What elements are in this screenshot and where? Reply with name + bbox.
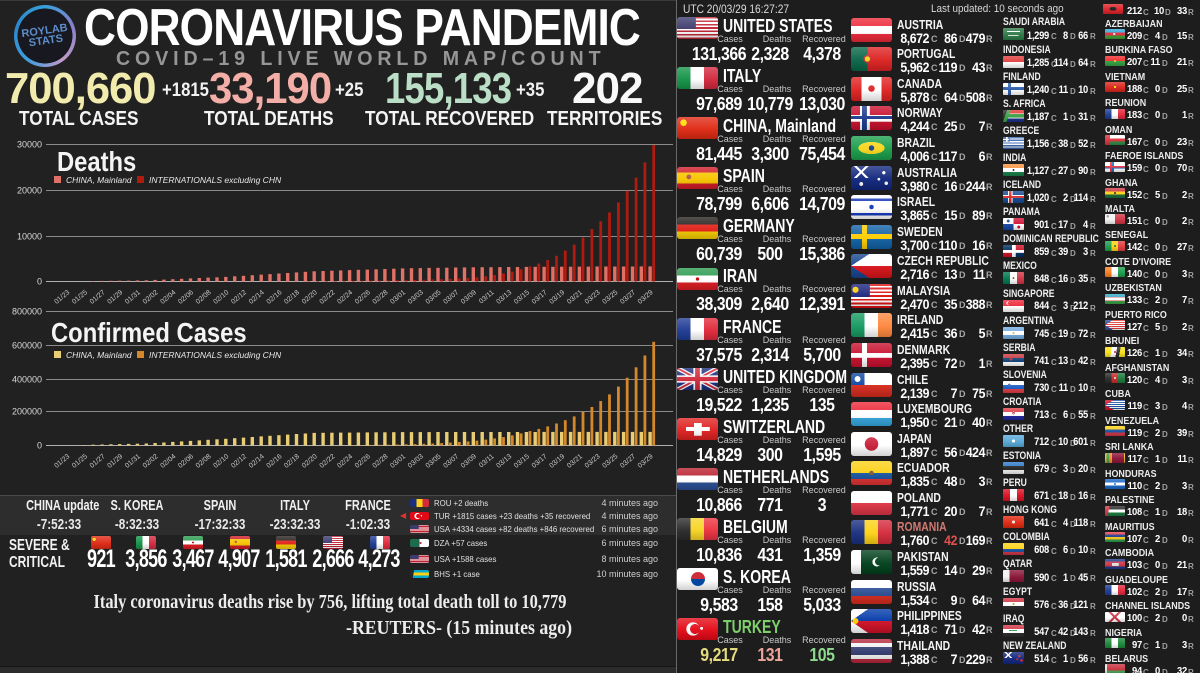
svg-text:03/29: 03/29 [637, 289, 655, 305]
svg-text:03/07: 03/07 [442, 453, 460, 470]
svg-text:02/04: 02/04 [159, 289, 177, 305]
svg-text:03/01: 03/01 [389, 289, 407, 305]
svg-text:02/12: 02/12 [230, 289, 248, 305]
svg-text:02/16: 02/16 [266, 453, 284, 470]
svg-text:02/20: 02/20 [301, 289, 319, 305]
svg-text:02/28: 02/28 [372, 289, 390, 305]
svg-text:03/17: 03/17 [531, 289, 549, 305]
svg-text:03/03: 03/03 [407, 453, 425, 470]
svg-text:02/08: 02/08 [195, 453, 213, 470]
svg-text:02/24: 02/24 [336, 453, 354, 470]
svg-text:02/26: 02/26 [354, 289, 372, 305]
svg-text:03/11: 03/11 [478, 289, 496, 305]
svg-text:03/07: 03/07 [442, 289, 460, 305]
svg-text:01/25: 01/25 [71, 289, 89, 305]
svg-text:02/14: 02/14 [248, 453, 266, 470]
svg-text:02/04: 02/04 [159, 453, 177, 470]
svg-text:02/06: 02/06 [177, 453, 195, 470]
svg-text:200000: 200000 [12, 407, 42, 417]
svg-text:CHINA, Mainland: CHINA, Mainland [66, 175, 132, 185]
svg-text:03/27: 03/27 [619, 453, 637, 470]
svg-text:10000: 10000 [17, 232, 42, 242]
svg-text:03/03: 03/03 [407, 289, 425, 305]
svg-text:02/20: 02/20 [301, 453, 319, 470]
svg-text:02/22: 02/22 [319, 453, 337, 470]
svg-text:03/21: 03/21 [566, 453, 584, 470]
svg-text:03/15: 03/15 [513, 453, 531, 470]
svg-text:0: 0 [37, 441, 42, 451]
svg-text:03/05: 03/05 [425, 289, 443, 305]
svg-text:01/23: 01/23 [53, 453, 71, 470]
svg-text:01/31: 01/31 [124, 289, 142, 305]
svg-text:02/24: 02/24 [336, 289, 354, 305]
svg-text:02/02: 02/02 [142, 289, 160, 305]
svg-text:02/14: 02/14 [248, 289, 266, 305]
svg-text:01/29: 01/29 [106, 453, 124, 470]
svg-text:01/23: 01/23 [53, 289, 71, 305]
svg-text:01/27: 01/27 [89, 453, 107, 470]
svg-text:01/29: 01/29 [106, 289, 124, 305]
svg-text:03/17: 03/17 [531, 453, 549, 470]
svg-text:03/25: 03/25 [601, 289, 619, 305]
svg-text:02/10: 02/10 [212, 289, 230, 305]
svg-text:02/16: 02/16 [266, 289, 284, 305]
svg-text:03/15: 03/15 [513, 289, 531, 305]
svg-text:INTERNATIONALS excluding CHN: INTERNATIONALS excluding CHN [149, 175, 282, 185]
svg-text:600000: 600000 [12, 341, 42, 351]
svg-text:800000: 800000 [12, 307, 42, 317]
svg-text:20000: 20000 [17, 186, 42, 196]
svg-text:03/09: 03/09 [460, 289, 478, 305]
svg-text:0: 0 [37, 277, 42, 287]
svg-text:01/31: 01/31 [124, 453, 142, 470]
svg-text:02/18: 02/18 [283, 453, 301, 470]
svg-text:400000: 400000 [12, 375, 42, 385]
svg-text:03/01: 03/01 [389, 453, 407, 470]
svg-text:03/23: 03/23 [584, 289, 602, 305]
svg-text:02/10: 02/10 [212, 453, 230, 470]
svg-text:03/11: 03/11 [478, 453, 496, 469]
svg-text:01/25: 01/25 [71, 453, 89, 470]
svg-text:INTERNATIONALS excluding CHN: INTERNATIONALS excluding CHN [149, 350, 282, 360]
svg-text:02/28: 02/28 [372, 453, 390, 470]
svg-text:03/21: 03/21 [566, 289, 584, 305]
svg-text:02/12: 02/12 [230, 453, 248, 470]
svg-text:01/27: 01/27 [89, 289, 107, 305]
svg-text:03/27: 03/27 [619, 289, 637, 305]
svg-text:02/02: 02/02 [142, 453, 160, 470]
svg-text:03/23: 03/23 [584, 453, 602, 470]
svg-text:02/18: 02/18 [283, 289, 301, 305]
svg-text:03/19: 03/19 [548, 289, 566, 305]
svg-text:Deaths: Deaths [57, 145, 136, 177]
svg-text:03/13: 03/13 [495, 289, 513, 305]
svg-text:03/05: 03/05 [425, 453, 443, 470]
svg-text:02/22: 02/22 [319, 289, 337, 305]
svg-text:30000: 30000 [17, 140, 42, 150]
svg-text:CHINA, Mainland: CHINA, Mainland [66, 350, 132, 360]
svg-text:03/09: 03/09 [460, 453, 478, 470]
svg-text:02/08: 02/08 [195, 289, 213, 305]
svg-text:03/29: 03/29 [637, 453, 655, 470]
svg-text:03/25: 03/25 [601, 453, 619, 470]
svg-text:02/26: 02/26 [354, 453, 372, 470]
svg-text:02/06: 02/06 [177, 289, 195, 305]
svg-text:Confirmed Cases: Confirmed Cases [51, 316, 247, 348]
svg-text:03/13: 03/13 [495, 453, 513, 470]
svg-text:03/19: 03/19 [548, 453, 566, 470]
